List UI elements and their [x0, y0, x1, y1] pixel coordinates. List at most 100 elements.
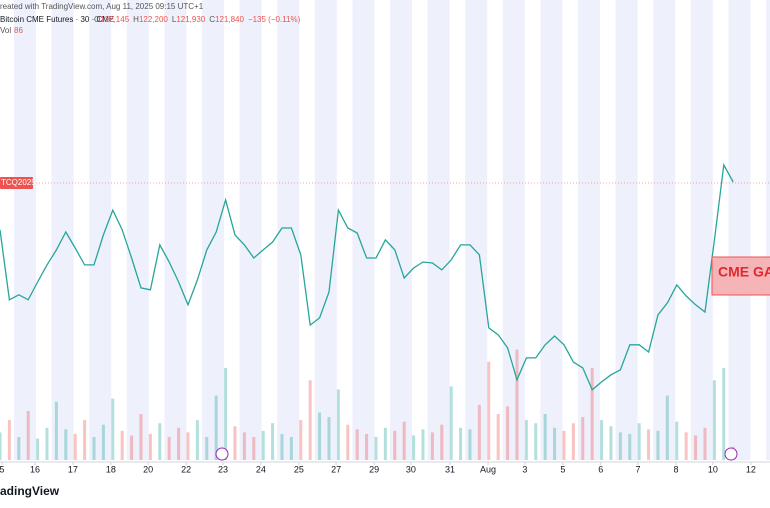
x-tick-label: 16 — [30, 464, 40, 474]
volume-bar — [261, 430, 265, 460]
volume-bar — [393, 430, 397, 460]
volume-bar — [64, 429, 68, 460]
session-band — [653, 0, 676, 460]
x-tick-label: 10 — [708, 464, 718, 474]
volume-bar — [7, 420, 11, 460]
volume-bar — [205, 437, 209, 460]
volume-bar — [92, 437, 96, 460]
volume-bar — [534, 423, 538, 460]
volume-bar — [571, 423, 575, 460]
volume-bar — [45, 427, 49, 460]
volume — [0, 349, 735, 460]
volume-bar — [449, 386, 453, 460]
volume-bar — [412, 435, 416, 460]
session-band — [427, 0, 450, 460]
session-band — [690, 0, 713, 460]
session-band — [465, 0, 488, 460]
volume-bar — [318, 412, 322, 460]
x-tick-label: 24 — [256, 464, 266, 474]
x-tick-label: 23 — [218, 464, 228, 474]
change: −135 (−0.11%) — [248, 15, 301, 24]
session-band — [239, 0, 262, 460]
volume-bar — [562, 430, 566, 460]
session-band — [277, 0, 300, 460]
volume-legend: Vol — [0, 26, 11, 35]
symbol-tag: TCQ2025 — [1, 178, 36, 187]
x-tick-label: 3 — [522, 464, 527, 474]
volume-bar — [487, 361, 491, 460]
volume-bar — [402, 421, 406, 460]
volume-bar — [515, 349, 519, 460]
volume-bar — [675, 421, 679, 460]
volume-bar — [101, 424, 105, 460]
volume-bar — [637, 423, 641, 460]
volume-bar — [26, 410, 30, 460]
ohlc-key: C — [209, 15, 215, 24]
session-band — [615, 0, 638, 460]
chart-title: Bitcoin CME Futures · 30 · CME — [0, 15, 114, 24]
x-tick-label: 7 — [636, 464, 641, 474]
x-tick-label: 30 — [406, 464, 416, 474]
volume-bar — [242, 432, 246, 460]
ohlc-value: 121,930 — [176, 15, 205, 24]
volume-bar — [111, 398, 115, 460]
volume-bar — [694, 435, 698, 460]
x-tick-label: 31 — [445, 464, 455, 474]
volume-bar — [712, 380, 716, 460]
volume-bar — [167, 437, 171, 460]
footer-logo: adingView — [0, 484, 60, 498]
volume-bar — [656, 430, 660, 460]
volume-bar — [421, 429, 425, 460]
volume-bar — [506, 406, 510, 460]
event-icon[interactable] — [215, 447, 229, 461]
x-tick-label: 6 — [598, 464, 603, 474]
volume-bar — [214, 395, 218, 460]
x-tick-label: 5 — [0, 464, 4, 474]
volume-bar — [355, 429, 359, 460]
volume-bar — [628, 433, 632, 460]
volume-bar — [224, 368, 228, 460]
volume-bar — [158, 423, 162, 460]
volume-bar — [722, 368, 726, 460]
x-tick-label: 20 — [143, 464, 153, 474]
volume-bar — [73, 433, 77, 460]
volume-bar — [346, 424, 350, 460]
volume-bar — [440, 424, 444, 460]
volume-bar — [553, 427, 557, 460]
gap-label: CME GA — [718, 264, 770, 280]
ohlc-key: O — [94, 15, 100, 24]
volume-bar — [496, 414, 500, 460]
volume-bar — [609, 426, 613, 460]
volume-bar — [477, 404, 481, 460]
volume-bar — [130, 435, 134, 460]
session-band — [502, 0, 525, 460]
volume-bar — [17, 437, 21, 460]
volume-bar — [280, 433, 284, 460]
volume-bar — [336, 389, 340, 460]
x-tick-label: 22 — [181, 464, 191, 474]
volume-bar — [0, 432, 2, 460]
volume-bar — [374, 437, 378, 460]
volume-bar — [36, 438, 40, 460]
session-band — [352, 0, 375, 460]
volume-bar — [177, 427, 181, 460]
session-band — [126, 0, 149, 460]
volume-bar — [308, 380, 312, 460]
price — [0, 162, 734, 391]
x-tick-label: 12 — [746, 464, 756, 474]
volume-bar — [327, 417, 331, 460]
volume-bar — [83, 420, 87, 460]
gap-box — [711, 256, 770, 296]
volume-bar — [54, 401, 58, 460]
session-band — [51, 0, 74, 460]
volume-bar — [120, 430, 124, 460]
volume-value: 86 — [14, 26, 23, 35]
session-band — [728, 0, 751, 460]
ohlc-value: 121,840 — [215, 15, 244, 24]
session-band — [578, 0, 600, 460]
volume-bar — [647, 429, 651, 460]
event-icon[interactable] — [724, 447, 738, 461]
created-note: reated with TradingView.com, Aug 11, 202… — [0, 2, 204, 11]
session-band — [766, 0, 770, 460]
volume-bar — [581, 417, 585, 460]
